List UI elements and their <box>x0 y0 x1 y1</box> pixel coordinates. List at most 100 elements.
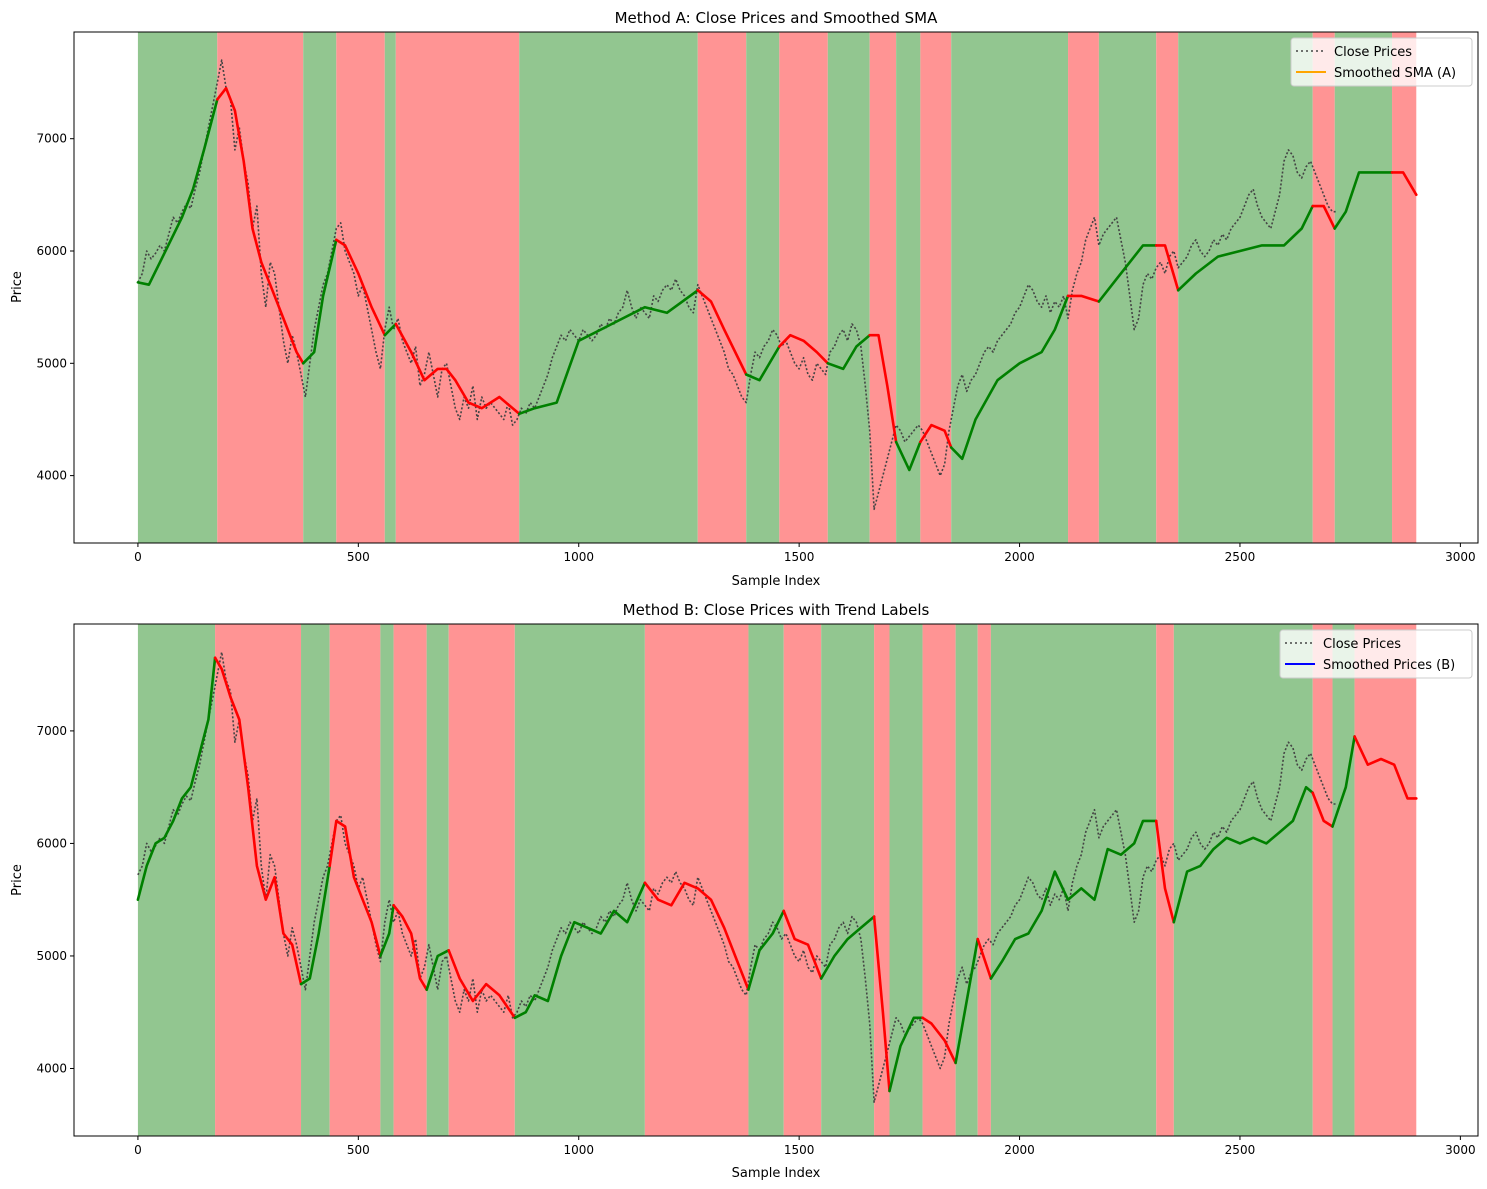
method-b-y-tick-label-7000: 7000 <box>36 724 67 738</box>
method-a-band-up-16 <box>1098 32 1157 543</box>
method-b-smoothed-segment-18 <box>989 819 1158 980</box>
method-a-legend: Close Prices Smoothed SMA (A) <box>1290 37 1473 87</box>
method-b-band-up-18 <box>990 624 1157 1136</box>
method-a-band-up-10 <box>827 32 870 543</box>
method-b-band-up-12 <box>821 624 875 1136</box>
method-a-smoothed-segment-4 <box>383 322 398 337</box>
method-a-x-tick-label-500: 500 <box>347 550 370 564</box>
method-b-band-up-2 <box>301 624 330 1136</box>
method-a-smoothed-segment-17 <box>1154 244 1180 292</box>
method-b-smoothed-segment-5 <box>392 903 429 992</box>
method-b-band-down-13 <box>874 624 890 1136</box>
method-a-smoothed-segment-5 <box>394 322 521 416</box>
method-b-smoothed-segment-0 <box>136 656 217 902</box>
method-b-y-tick-label-5000: 5000 <box>36 949 67 963</box>
method-b-legend: Close Prices Smoothed Prices (B) <box>1279 629 1473 679</box>
method-a-legend-box <box>1290 37 1473 87</box>
method-a-y-tick-label-4000: 4000 <box>36 469 67 483</box>
method-b-band-up-16 <box>955 624 978 1136</box>
method-b-x-ticks: 0 500 1000 1500 2000 2500 3000 <box>134 1136 1476 1157</box>
method-a-smoothed-segment-3 <box>334 238 387 337</box>
method-b-band-down-15 <box>922 624 956 1136</box>
method-b-y-label: Price <box>10 864 25 896</box>
method-b-x-tick-label-2500: 2500 <box>1225 1143 1256 1157</box>
method-a-band-down-11 <box>869 32 897 543</box>
method-a-band-down-9 <box>779 32 828 543</box>
method-a-x-tick-label-3000: 3000 <box>1445 550 1476 564</box>
method-b-plot-frame <box>73 623 1479 1137</box>
method-a-panel: Method A: Close Prices and Smoothed SMA … <box>10 9 1479 589</box>
method-a-y-tick-label-5000: 5000 <box>36 356 67 370</box>
method-b-band-up-0 <box>137 624 216 1136</box>
method-a-x-tick-label-1000: 1000 <box>563 550 594 564</box>
method-a-band-down-7 <box>697 32 747 543</box>
method-b-trend-bands <box>137 624 1417 1136</box>
method-a-band-down-17 <box>1156 32 1179 543</box>
method-a-y-tick-label-7000: 7000 <box>36 132 67 146</box>
method-b-band-up-10 <box>748 624 784 1136</box>
method-a-x-tick-label-0: 0 <box>134 550 142 564</box>
method-b-smoothed-segment-2 <box>299 864 332 986</box>
method-a-x-tick-label-2000: 2000 <box>1004 550 1035 564</box>
method-a-smoothed-segment-19 <box>1311 204 1336 230</box>
method-a-x-ticks: 0 500 1000 1500 2000 2500 3000 <box>134 543 1476 564</box>
method-b-panel: Method B: Close Prices with Trend Labels… <box>10 601 1479 1181</box>
method-a-band-up-20 <box>1334 32 1393 543</box>
method-b-x-tick-label-3000: 3000 <box>1445 1143 1476 1157</box>
method-b-smoothed-segment-23 <box>1353 735 1418 800</box>
method-a-band-down-5 <box>395 32 520 543</box>
method-b-lines <box>136 651 1418 1103</box>
method-a-band-down-3 <box>336 32 385 543</box>
method-b-x-tick-label-2000: 2000 <box>1004 1143 1035 1157</box>
method-a-y-tick-label-6000: 6000 <box>36 244 67 258</box>
method-b-smoothed-segment-15 <box>921 1016 957 1065</box>
method-b-legend-close-label: Close Prices <box>1323 637 1401 652</box>
method-a-smoothed-segment-10 <box>826 333 872 371</box>
method-b-smoothed-segment-1 <box>213 656 303 986</box>
method-a-trend-bands <box>137 32 1417 543</box>
method-a-smoothed-segment-13 <box>919 423 953 449</box>
method-a-close-prices-line <box>137 59 1337 511</box>
method-a-legend-close-label: Close Prices <box>1334 45 1412 60</box>
method-a-band-up-4 <box>384 32 396 543</box>
method-b-band-up-8 <box>514 624 645 1136</box>
method-a-smoothed-segment-15 <box>1066 294 1101 303</box>
method-a-band-up-6 <box>519 32 698 543</box>
method-b-smoothed-segment-6 <box>425 948 451 992</box>
method-b-y-tick-label-6000: 6000 <box>36 836 67 850</box>
method-b-legend-smoothed-label: Smoothed Prices (B) <box>1323 658 1455 673</box>
method-a-smoothed-segment-6 <box>517 288 700 416</box>
method-b-smoothed-segment-11 <box>782 909 823 980</box>
method-a-smoothed-segment-12 <box>894 440 922 472</box>
method-a-band-up-0 <box>137 32 218 543</box>
method-a-smoothed-segment-11 <box>868 333 898 444</box>
method-b-band-down-5 <box>393 624 427 1136</box>
method-b-smoothed-segment-20 <box>1172 785 1314 924</box>
method-b-y-tick-label-4000: 4000 <box>36 1061 67 1075</box>
method-b-x-tick-label-0: 0 <box>134 1143 142 1157</box>
method-b-smoothed-segment-21 <box>1311 791 1334 828</box>
method-b-band-down-11 <box>783 624 822 1136</box>
method-a-lines <box>136 59 1418 511</box>
method-b-band-up-4 <box>380 624 394 1136</box>
method-b-smoothed-segment-22 <box>1331 735 1356 828</box>
method-b-band-down-1 <box>215 624 302 1136</box>
method-a-x-tick-label-2500: 2500 <box>1225 550 1256 564</box>
method-b-smoothed-segment-7 <box>447 948 517 1020</box>
method-a-y-label: Price <box>10 271 25 303</box>
method-b-band-up-22 <box>1332 624 1355 1136</box>
method-a-band-down-1 <box>217 32 304 543</box>
method-b-y-ticks: 4000 5000 6000 7000 <box>36 724 74 1075</box>
method-b-smoothed-segment-17 <box>976 937 993 980</box>
method-b-smoothed-segment-19 <box>1154 819 1176 924</box>
method-b-smoothed-segment-8 <box>513 881 647 1020</box>
method-b-smoothed-segment-14 <box>888 1016 924 1093</box>
method-a-legend-sma-label: Smoothed SMA (A) <box>1334 66 1456 81</box>
method-a-smoothed-segment-0 <box>136 98 219 287</box>
method-b-band-down-17 <box>977 624 991 1136</box>
method-a-title: Method A: Close Prices and Smoothed SMA <box>615 9 938 27</box>
method-b-smoothed-segment-12 <box>819 915 876 980</box>
method-a-smoothed-segment-2 <box>301 238 338 365</box>
method-b-smoothed-segment-4 <box>379 903 395 958</box>
method-b-legend-box <box>1279 629 1473 679</box>
